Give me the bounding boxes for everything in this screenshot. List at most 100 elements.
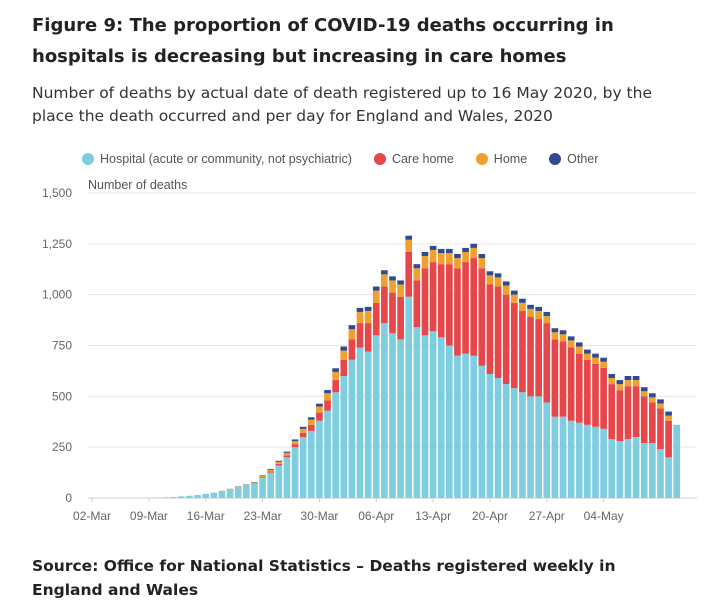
- bar-segment[interactable]: [283, 452, 291, 456]
- bar-segment[interactable]: [299, 437, 307, 498]
- bar-segment[interactable]: [665, 411, 672, 416]
- bar-segment[interactable]: [275, 463, 283, 466]
- bar-segment[interactable]: [584, 353, 591, 360]
- bar-segment[interactable]: [494, 273, 502, 278]
- bar-segment[interactable]: [673, 424, 681, 498]
- bar-segment[interactable]: [389, 276, 396, 281]
- bar-segment[interactable]: [454, 254, 461, 259]
- bar-segment[interactable]: [657, 408, 664, 450]
- bar-segment[interactable]: [421, 268, 429, 336]
- bar-segment[interactable]: [291, 439, 299, 442]
- bar-segment[interactable]: [519, 310, 526, 393]
- bar-segment[interactable]: [267, 472, 275, 498]
- bar-segment[interactable]: [649, 402, 656, 444]
- bar-segment[interactable]: [267, 471, 275, 473]
- bar-segment[interactable]: [332, 371, 339, 381]
- bar-segment[interactable]: [559, 330, 567, 335]
- bar-segment[interactable]: [429, 249, 437, 263]
- bar-segment[interactable]: [657, 403, 664, 409]
- bar-segment[interactable]: [519, 302, 526, 311]
- bar-segment[interactable]: [527, 308, 534, 318]
- bar-segment[interactable]: [381, 274, 388, 287]
- legend-item-other[interactable]: Other: [549, 152, 598, 166]
- bar-segment[interactable]: [575, 346, 583, 354]
- bar-segment[interactable]: [616, 390, 624, 442]
- bar-segment[interactable]: [421, 256, 429, 269]
- bar-segment[interactable]: [324, 393, 331, 401]
- bar-segment[interactable]: [275, 460, 283, 462]
- bar-segment[interactable]: [259, 475, 266, 477]
- bar-segment[interactable]: [202, 493, 210, 498]
- bar-segment[interactable]: [519, 298, 526, 303]
- bar-segment[interactable]: [462, 353, 469, 498]
- bar-segment[interactable]: [405, 235, 413, 240]
- bar-segment[interactable]: [608, 373, 616, 379]
- bar-segment[interactable]: [234, 486, 242, 498]
- bar-segment[interactable]: [446, 252, 453, 265]
- bar-segment[interactable]: [478, 258, 486, 269]
- bar-segment[interactable]: [364, 351, 372, 498]
- bar-segment[interactable]: [543, 311, 551, 317]
- bar-segment[interactable]: [462, 247, 469, 252]
- bar-segment[interactable]: [657, 399, 664, 404]
- bar-segment[interactable]: [535, 396, 542, 498]
- bar-segment[interactable]: [340, 350, 348, 360]
- bar-segment[interactable]: [600, 367, 607, 429]
- bar-segment[interactable]: [243, 485, 250, 498]
- bar-segment[interactable]: [502, 294, 510, 385]
- bar-segment[interactable]: [616, 441, 624, 498]
- bar-segment[interactable]: [332, 392, 339, 498]
- bar-segment[interactable]: [421, 251, 429, 257]
- bar-segment[interactable]: [307, 430, 315, 498]
- bar-segment[interactable]: [510, 290, 518, 295]
- bar-segment[interactable]: [616, 380, 624, 385]
- bar-segment[interactable]: [462, 262, 469, 354]
- bar-segment[interactable]: [486, 271, 494, 276]
- bar-segment[interactable]: [194, 494, 201, 498]
- bar-segment[interactable]: [267, 469, 275, 470]
- bar-segment[interactable]: [405, 296, 413, 498]
- bar-segment[interactable]: [429, 262, 437, 332]
- bar-segment[interactable]: [567, 420, 575, 498]
- bar-segment[interactable]: [283, 451, 291, 453]
- bar-segment[interactable]: [324, 410, 331, 498]
- bar-segment[interactable]: [446, 264, 453, 346]
- bar-segment[interactable]: [405, 251, 413, 297]
- bar-segment[interactable]: [632, 380, 640, 387]
- bar-segment[interactable]: [356, 311, 364, 324]
- bar-segment[interactable]: [486, 284, 494, 374]
- bar-segment[interactable]: [608, 378, 616, 385]
- bar-segment[interactable]: [510, 294, 518, 303]
- bar-segment[interactable]: [592, 363, 599, 427]
- bar-segment[interactable]: [535, 319, 542, 397]
- bar-segment[interactable]: [649, 393, 656, 398]
- bar-segment[interactable]: [592, 353, 599, 358]
- bar-segment[interactable]: [169, 496, 177, 498]
- bar-segment[interactable]: [356, 347, 364, 498]
- bar-segment[interactable]: [413, 327, 421, 498]
- bar-segment[interactable]: [267, 469, 275, 472]
- bar-segment[interactable]: [372, 286, 380, 291]
- bar-segment[interactable]: [259, 477, 266, 478]
- legend-item-hospital[interactable]: Hospital (acute or community, not psychi…: [82, 152, 352, 166]
- bar-segment[interactable]: [510, 302, 518, 389]
- bar-segment[interactable]: [640, 396, 648, 444]
- bar-segment[interactable]: [454, 268, 461, 356]
- bar-segment[interactable]: [413, 268, 421, 281]
- bar-segment[interactable]: [364, 310, 372, 324]
- bar-segment[interactable]: [429, 331, 437, 498]
- bar-segment[interactable]: [340, 346, 348, 351]
- bar-segment[interactable]: [559, 416, 567, 498]
- bar-segment[interactable]: [259, 476, 266, 478]
- bar-segment[interactable]: [251, 482, 258, 484]
- bar-segment[interactable]: [186, 495, 193, 498]
- bar-segment[interactable]: [178, 496, 185, 498]
- bar-segment[interactable]: [551, 328, 559, 333]
- bar-segment[interactable]: [584, 359, 591, 425]
- bar-segment[interactable]: [624, 439, 632, 498]
- bar-segment[interactable]: [632, 386, 640, 437]
- bar-segment[interactable]: [608, 439, 616, 498]
- bar-segment[interactable]: [535, 310, 542, 320]
- bar-segment[interactable]: [494, 378, 502, 498]
- bar-segment[interactable]: [316, 403, 323, 407]
